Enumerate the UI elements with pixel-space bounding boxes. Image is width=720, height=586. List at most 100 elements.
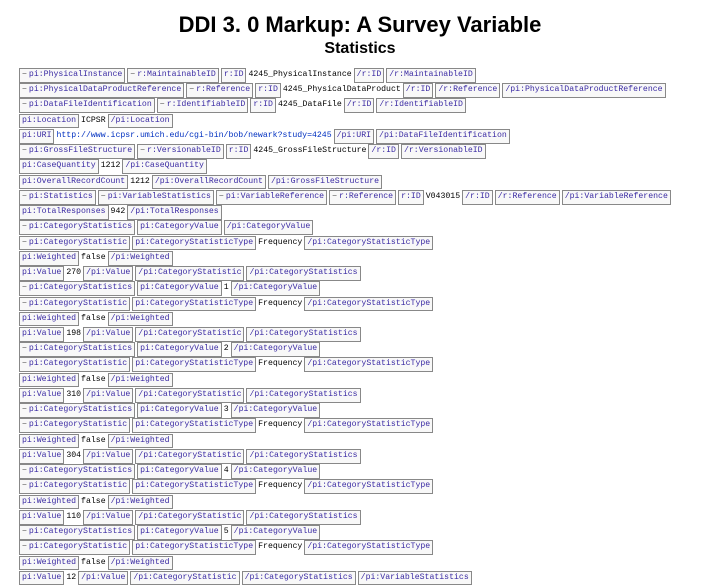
xml-text: false	[80, 252, 107, 265]
xml-tag: /pi:CaseQuantity	[122, 159, 207, 174]
xml-tag: pi:CategoryStatistic	[19, 357, 130, 372]
xml-line: pi:CategoryStatisticspi:CategoryValue4/p…	[18, 464, 702, 479]
xml-tag: /r:ID	[368, 144, 399, 159]
xml-tag: pi:VariableStatistics	[98, 190, 214, 205]
xml-text: 1	[223, 282, 230, 295]
xml-line: pi:CategoryStatisticspi:CategoryValue5/p…	[18, 525, 702, 540]
xml-line: pi:CategoryStatisticpi:CategoryStatistic…	[18, 357, 702, 372]
xml-tag: /pi:VariableReference	[562, 190, 671, 205]
xml-text: 4245_PhysicalInstance	[247, 69, 352, 82]
xml-text: Frequency	[257, 541, 303, 554]
xml-tag: /r:VersionableID	[401, 144, 486, 159]
xml-tag: pi:CategoryStatisticType	[132, 418, 256, 433]
xml-text-url: http://www.icpsr.umich.edu/cgi-bin/bob/n…	[55, 130, 332, 143]
xml-tag: pi:Weighted	[19, 556, 79, 571]
xml-tag: pi:CategoryStatistic	[19, 540, 130, 555]
xml-line: pi:CategoryStatisticspi:CategoryValue2/p…	[18, 342, 702, 357]
xml-tag: /pi:OverallRecordCount	[152, 175, 266, 190]
xml-text: false	[80, 435, 107, 448]
xml-tag: pi:VariableReference	[216, 190, 327, 205]
xml-line: pi:CategoryStatisticpi:CategoryStatistic…	[18, 418, 702, 433]
xml-tag: /pi:Value	[78, 571, 128, 586]
xml-tag: /pi:CategoryStatistic	[135, 510, 244, 525]
xml-tag: /pi:CategoryStatistic	[135, 449, 244, 464]
xml-text: Frequency	[257, 298, 303, 311]
xml-line: pi:CategoryStatisticspi:CategoryValue1/p…	[18, 281, 702, 296]
xml-tag: /r:ID	[462, 190, 493, 205]
xml-tag: /pi:CategoryValue	[231, 403, 321, 418]
xml-line: pi:CategoryStatisticspi:CategoryValue/pi…	[18, 220, 702, 235]
xml-tag: /pi:Weighted	[108, 434, 173, 449]
xml-tag: /pi:CategoryStatisticType	[304, 297, 433, 312]
xml-tag: r:ID	[398, 190, 424, 205]
xml-text: 110	[65, 511, 82, 524]
xml-line: pi:Statisticspi:VariableStatisticspi:Var…	[18, 190, 702, 205]
xml-tag: pi:Statistics	[19, 190, 96, 205]
xml-tag: pi:Value	[19, 449, 64, 464]
xml-tag: pi:GrossFileStructure	[19, 144, 135, 159]
xml-tag: /pi:CategoryStatistic	[130, 571, 239, 586]
xml-tag: pi:DataFileIdentification	[19, 98, 155, 113]
xml-tag: /pi:Weighted	[108, 556, 173, 571]
xml-tag: pi:CategoryStatistic	[19, 297, 130, 312]
xml-line: pi:Weightedfalse/pi:Weighted	[18, 373, 702, 388]
xml-tag: /pi:CategoryStatistics	[246, 266, 360, 281]
xml-tag: /pi:CategoryStatistics	[246, 449, 360, 464]
xml-tag: pi:OverallRecordCount	[19, 175, 128, 190]
xml-text: 310	[65, 389, 82, 402]
xml-tag: r:Reference	[186, 83, 253, 98]
xml-tag: pi:CategoryStatisticType	[132, 479, 256, 494]
xml-tag: pi:Weighted	[19, 251, 79, 266]
xml-line: pi:PhysicalInstancer:MaintainableIDr:ID4…	[18, 68, 702, 83]
xml-tag: /pi:PhysicalDataProductReference	[502, 83, 665, 98]
xml-line: pi:OverallRecordCount1212/pi:OverallReco…	[18, 175, 702, 190]
xml-tag: /pi:Location	[108, 114, 173, 129]
xml-tag: pi:PhysicalInstance	[19, 68, 125, 83]
xml-tag: pi:CaseQuantity	[19, 159, 99, 174]
xml-tag: /r:Reference	[495, 190, 560, 205]
xml-line: pi:CategoryStatisticpi:CategoryStatistic…	[18, 236, 702, 251]
xml-text: Frequency	[257, 237, 303, 250]
xml-tag: pi:Weighted	[19, 434, 79, 449]
xml-tag: /pi:Weighted	[108, 251, 173, 266]
xml-line: pi:LocationICPSR/pi:Location	[18, 114, 702, 129]
xml-text: 4245_GrossFileStructure	[252, 145, 367, 158]
xml-tag: r:ID	[221, 68, 247, 83]
xml-tag: pi:CategoryStatistic	[19, 236, 130, 251]
xml-tag: pi:Value	[19, 510, 64, 525]
xml-tag: /pi:CategoryStatistics	[246, 388, 360, 403]
xml-tag: pi:CategoryStatistic	[19, 479, 130, 494]
xml-tag: /pi:URI	[334, 129, 374, 144]
xml-tag: pi:CategoryStatisticType	[132, 236, 256, 251]
xml-line: pi:DataFileIdentificationr:IdentifiableI…	[18, 98, 702, 113]
xml-tag: /pi:CategoryStatisticType	[304, 357, 433, 372]
xml-text: 4245_DataFile	[277, 99, 343, 112]
xml-tag: pi:CategoryStatisticType	[132, 540, 256, 555]
xml-tag: /pi:CategoryStatistics	[246, 510, 360, 525]
xml-line: pi:Weightedfalse/pi:Weighted	[18, 434, 702, 449]
xml-tag: /pi:GrossFileStructure	[268, 175, 382, 190]
xml-tag: r:ID	[250, 98, 276, 113]
xml-tag: pi:Weighted	[19, 495, 79, 510]
xml-tag: pi:CategoryStatistics	[19, 525, 135, 540]
xml-line: pi:CaseQuantity1212/pi:CaseQuantity	[18, 159, 702, 174]
xml-tree-view: pi:PhysicalInstancer:MaintainableIDr:ID4…	[18, 68, 702, 586]
xml-tag: /pi:CategoryStatistic	[135, 266, 244, 281]
xml-line: pi:Weightedfalse/pi:Weighted	[18, 495, 702, 510]
xml-tag: /pi:CategoryStatisticType	[304, 479, 433, 494]
xml-tag: /r:MaintainableID	[386, 68, 476, 83]
xml-tag: /pi:CategoryValue	[231, 525, 321, 540]
xml-text: false	[80, 374, 107, 387]
xml-tag: pi:CategoryValue	[137, 403, 222, 418]
xml-tag: pi:CategoryValue	[137, 281, 222, 296]
xml-tag: /pi:Value	[83, 388, 133, 403]
xml-tag: r:IdentifiableID	[157, 98, 249, 113]
xml-tag: /pi:CategoryValue	[231, 464, 321, 479]
xml-tag: /pi:CategoryStatistics	[246, 327, 360, 342]
xml-tag: /pi:CategoryStatisticType	[304, 540, 433, 555]
xml-tag: pi:CategoryValue	[137, 464, 222, 479]
xml-line: pi:GrossFileStructurer:VersionableIDr:ID…	[18, 144, 702, 159]
xml-text: 942	[110, 206, 127, 219]
page-title: DDI 3. 0 Markup: A Survey Variable	[0, 12, 720, 38]
xml-line: pi:URIhttp://www.icpsr.umich.edu/cgi-bin…	[18, 129, 702, 144]
